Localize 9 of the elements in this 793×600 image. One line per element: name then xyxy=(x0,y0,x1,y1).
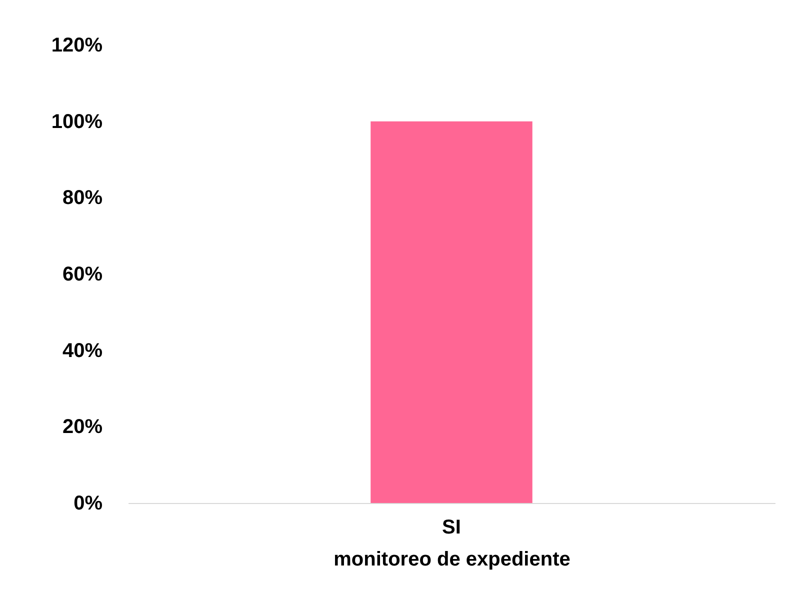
y-tick-label: 120% xyxy=(51,34,103,56)
y-tick-label: 100% xyxy=(51,110,103,133)
x-tick-label: SI xyxy=(442,516,461,538)
y-tick-label: 20% xyxy=(62,416,103,438)
y-tick-label: 0% xyxy=(74,492,103,514)
y-tick-label: 80% xyxy=(62,187,103,210)
x-axis-title: monitoreo de expediente xyxy=(334,548,570,570)
y-tick-label: 40% xyxy=(62,340,103,362)
y-tick-label: 60% xyxy=(62,264,103,286)
